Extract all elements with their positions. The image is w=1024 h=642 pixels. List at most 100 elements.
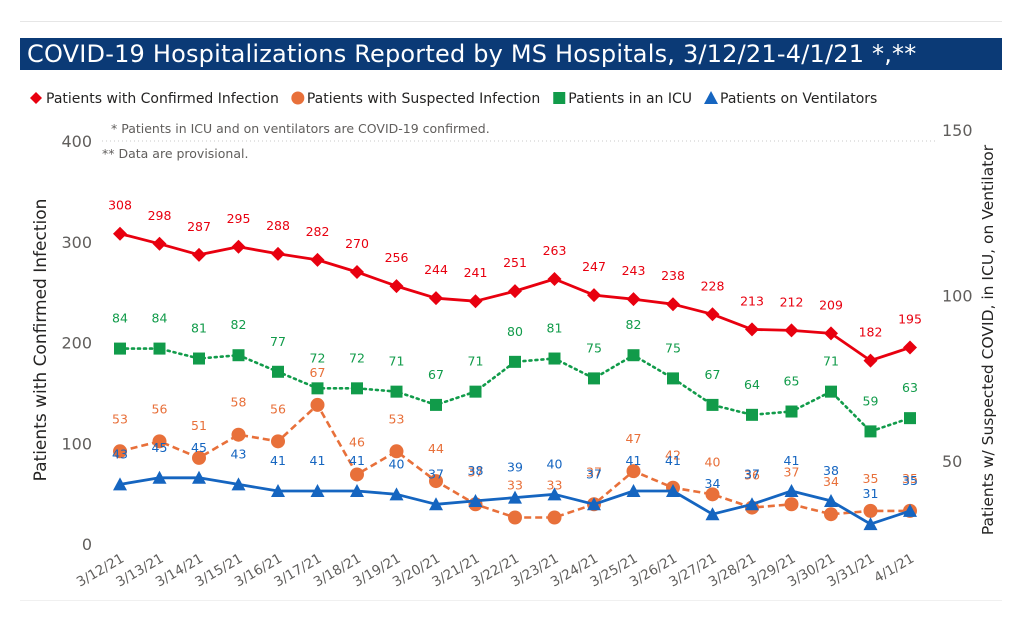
data-point [231, 427, 246, 442]
bottom-divider [20, 600, 1002, 601]
data-label: 213 [740, 293, 764, 308]
data-label: 51 [191, 418, 207, 433]
legend-item: Patients on Ventilators [704, 91, 877, 107]
data-point [310, 252, 325, 267]
data-point [626, 464, 641, 479]
data-label: 288 [266, 218, 290, 233]
data-label: 256 [385, 250, 409, 265]
data-label: 37 [744, 466, 760, 481]
data-label: 37 [428, 466, 444, 481]
data-point [864, 425, 877, 438]
data-label: 247 [582, 259, 606, 274]
data-point [192, 470, 206, 484]
data-label: 41 [349, 453, 365, 468]
data-point [627, 349, 640, 362]
data-point [705, 507, 720, 521]
data-point [705, 307, 720, 322]
data-point [350, 484, 364, 498]
y2-axis-title: Patients w/ Suspected COVID, in ICU, on … [979, 144, 997, 535]
data-label: 37 [586, 464, 602, 479]
data-label: 56 [270, 401, 286, 416]
y-tick-label: 100 [61, 434, 92, 453]
data-label: 35 [863, 471, 879, 486]
data-label: 241 [464, 265, 488, 280]
data-point [311, 382, 324, 395]
data-point [548, 352, 561, 365]
legend-label: Patients with Confirmed Infection [46, 91, 279, 107]
data-label: 45 [152, 440, 168, 455]
data-label: 263 [543, 243, 567, 258]
data-label: 182 [859, 325, 883, 340]
data-point [904, 412, 916, 425]
data-point [588, 372, 600, 385]
data-label: 39 [507, 460, 523, 475]
data-point [587, 288, 601, 303]
data-label: 58 [231, 395, 247, 410]
data-label: 41 [270, 453, 286, 468]
data-label: 71 [389, 354, 405, 369]
data-point [666, 484, 680, 498]
data-label: 72 [349, 350, 365, 365]
data-point [429, 474, 443, 489]
legend-marker [553, 92, 566, 104]
y-tick-label: 400 [61, 132, 92, 151]
data-label: 71 [468, 354, 484, 369]
top-divider [20, 21, 1002, 22]
data-label: 41 [784, 453, 800, 468]
chart-title-banner: COVID-19 Hospitalizations Reported by MS… [20, 38, 1002, 70]
data-point [547, 272, 562, 287]
y2-tick-label: 100 [942, 287, 973, 306]
data-label: 81 [547, 321, 563, 336]
data-label: 77 [270, 334, 286, 349]
x-axis: 3/12/213/13/213/14/213/15/213/16/213/17/… [74, 551, 917, 591]
data-label: 243 [622, 263, 646, 278]
data-label: 244 [424, 262, 448, 277]
data-point [468, 294, 483, 309]
data-point [271, 434, 285, 449]
data-point [626, 484, 641, 498]
data-label: 45 [191, 440, 207, 455]
data-point [745, 497, 759, 511]
data-point [351, 382, 363, 395]
data-point [863, 517, 878, 531]
data-label: 209 [819, 297, 843, 312]
data-point [508, 284, 522, 299]
data-point [705, 487, 720, 502]
data-point [389, 444, 404, 459]
data-label: 41 [310, 453, 326, 468]
data-label: 43 [231, 446, 247, 461]
data-label: 38 [823, 463, 839, 478]
data-point [824, 493, 838, 507]
data-label: 53 [389, 411, 405, 426]
data-label: 84 [112, 311, 128, 326]
data-point [310, 397, 325, 412]
data-point [469, 385, 482, 398]
data-point [784, 497, 799, 512]
data-point [746, 408, 758, 421]
legend-marker [30, 92, 42, 104]
data-point [430, 398, 442, 411]
data-point [390, 385, 403, 398]
data-point [152, 470, 167, 484]
data-label: 67 [705, 367, 721, 382]
data-point [113, 226, 127, 241]
y-tick-label: 200 [61, 334, 92, 353]
data-label: 80 [507, 324, 523, 339]
data-label: 46 [349, 434, 365, 449]
data-label: 40 [547, 456, 563, 471]
data-label: 282 [306, 224, 330, 239]
data-label: 287 [187, 219, 211, 234]
footnote-icu: * Patients in ICU and on ventilators are… [111, 121, 490, 136]
data-label: 251 [503, 255, 527, 270]
data-label: 43 [112, 446, 128, 461]
data-point [272, 365, 284, 378]
data-label: 238 [661, 268, 685, 283]
data-label: 298 [148, 208, 172, 223]
series-line [118, 347, 912, 433]
data-point [626, 292, 641, 307]
data-label: 64 [744, 377, 760, 392]
data-label: 37 [784, 464, 800, 479]
y-axis-left: 0 100 200 300 400 [61, 132, 92, 554]
